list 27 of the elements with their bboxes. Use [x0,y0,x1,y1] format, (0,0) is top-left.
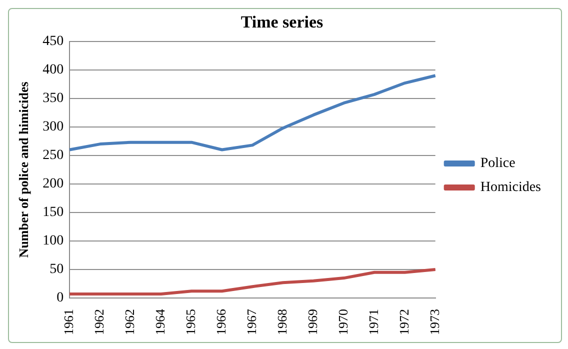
x-tick-label: 1969 [304,309,320,335]
x-tick-label: 1973 [426,309,442,335]
legend-label: Police [480,156,516,172]
x-tick-label: 1972 [396,309,412,335]
y-tick-label: 450 [42,34,64,50]
y-tick-label: 300 [42,120,64,135]
x-tick-label: 1968 [274,309,290,335]
y-tick-label: 150 [42,205,64,220]
x-tick-label: 1962 [122,309,137,335]
y-tick-label: 350 [42,91,64,106]
y-axis-title: Number of police and himicides [16,82,32,258]
y-tick-label: 200 [42,176,64,192]
y-tick-label: 400 [42,62,64,78]
chart-title: Time series [240,12,324,32]
x-tick-label: 1966 [213,308,228,335]
y-tick-label: 0 [56,290,64,306]
x-tick-label: 1961 [61,309,76,335]
x-tick-label: 1964 [152,308,168,335]
x-tick-label: 1970 [335,309,350,335]
x-tick-label: 1967 [244,308,259,335]
y-tick-label: 250 [42,148,64,164]
legend-label: Homicides [480,180,541,196]
y-tick-label: 50 [50,262,64,278]
x-tick-label: 1962 [92,309,106,335]
x-tick-label: 1965 [182,309,198,335]
y-tick-label: 100 [42,234,64,249]
x-tick-label: 1971 [366,309,381,335]
